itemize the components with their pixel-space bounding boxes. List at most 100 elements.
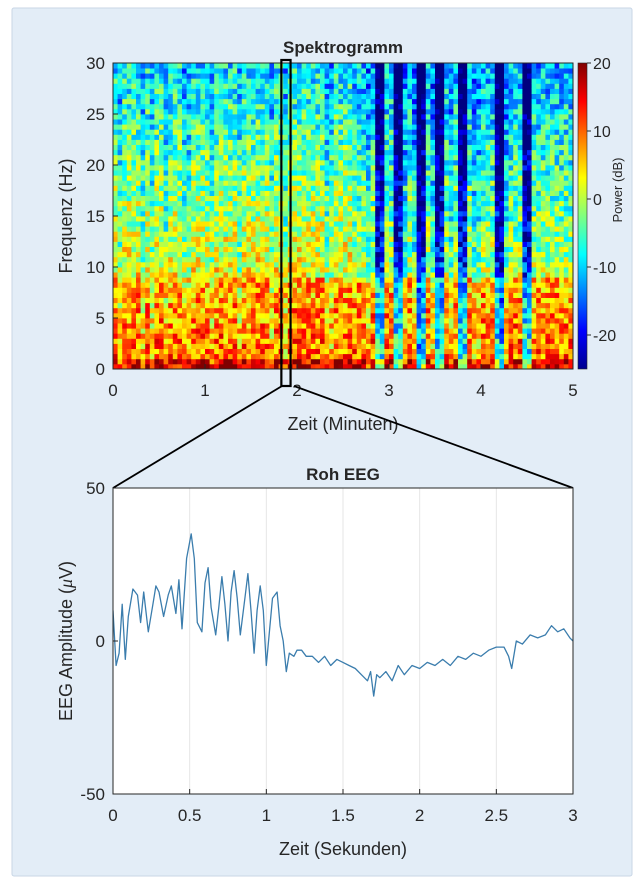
heatmap-cell	[223, 200, 229, 207]
heatmap-cell	[444, 134, 450, 140]
heatmap-cell	[421, 124, 427, 130]
heatmap-cell	[117, 307, 123, 314]
heatmap-cell	[393, 195, 399, 202]
heatmap-cell	[145, 195, 151, 202]
heatmap-cell	[209, 134, 215, 140]
heatmap-cell	[366, 312, 371, 319]
heatmap-cell	[136, 307, 141, 314]
heatmap-cell	[191, 63, 197, 69]
heatmap-cell	[113, 195, 118, 202]
heatmap-cell	[467, 165, 473, 171]
heatmap-cell	[366, 277, 371, 283]
heatmap-cell	[430, 241, 436, 247]
heatmap-cell	[177, 83, 183, 89]
heatmap-cell	[283, 98, 289, 105]
heatmap-cell	[232, 154, 238, 161]
heatmap-cell	[485, 119, 491, 125]
heatmap-cell	[251, 114, 256, 120]
heatmap-cell	[292, 144, 298, 151]
heatmap-cell	[448, 338, 454, 344]
heatmap-cell	[297, 343, 302, 349]
heatmap-cell	[343, 353, 348, 360]
heatmap-cell	[163, 154, 169, 161]
heatmap-cell	[444, 287, 450, 293]
heatmap-cell	[485, 98, 491, 105]
heatmap-cell	[467, 338, 473, 344]
heatmap-cell	[324, 297, 330, 304]
heatmap-cell	[218, 312, 224, 319]
heatmap-cell	[471, 226, 477, 232]
heatmap-cell	[136, 175, 141, 181]
heatmap-cell	[407, 195, 413, 202]
heatmap-cell	[241, 73, 247, 79]
heatmap-cell	[200, 297, 206, 304]
heatmap-cell	[347, 312, 353, 319]
heatmap-cell	[329, 251, 335, 258]
heatmap-cell	[402, 287, 408, 293]
heatmap-cell	[421, 134, 427, 140]
heatmap-cell	[389, 221, 394, 227]
heatmap-cell	[292, 205, 298, 212]
heatmap-cell	[218, 185, 224, 191]
heatmap-cell	[140, 170, 146, 176]
heatmap-cell	[370, 63, 376, 69]
heatmap-cell	[117, 134, 123, 140]
heatmap-cell	[310, 170, 316, 176]
heatmap-cell	[333, 205, 339, 212]
heatmap-cell	[407, 165, 413, 171]
heatmap-cell	[398, 343, 404, 349]
heatmap-cell	[136, 83, 141, 89]
heatmap-cell	[485, 190, 491, 196]
heatmap-cell	[425, 134, 431, 140]
heatmap-cell	[255, 190, 261, 196]
heatmap-cell	[209, 98, 215, 105]
heatmap-cell	[471, 175, 477, 181]
heatmap-cell	[370, 333, 376, 339]
heatmap-cell	[402, 323, 408, 329]
heatmap-cell	[379, 216, 385, 222]
heatmap-cell	[384, 358, 390, 365]
heatmap-cell	[149, 200, 155, 207]
heatmap-cell	[490, 348, 496, 355]
heatmap-cell	[182, 241, 187, 247]
heatmap-cell	[329, 154, 335, 161]
heatmap-cell	[324, 210, 330, 217]
heatmap-cell	[430, 190, 436, 196]
heatmap-cell	[448, 318, 454, 324]
heatmap-cell	[407, 256, 413, 263]
heatmap-cell	[458, 170, 463, 176]
heatmap-cell	[425, 180, 431, 186]
heatmap-cell	[136, 302, 141, 309]
heatmap-cell	[297, 353, 302, 360]
heatmap-cell	[343, 363, 348, 370]
heatmap-cell	[131, 149, 137, 156]
heatmap-cell	[481, 318, 486, 324]
heatmap-cell	[462, 277, 468, 283]
heatmap-cell	[384, 348, 390, 355]
heatmap-cell	[122, 287, 128, 293]
heatmap-cell	[297, 200, 302, 207]
heatmap-cell	[117, 292, 123, 298]
heatmap-cell	[393, 353, 399, 360]
heatmap-cell	[435, 338, 440, 344]
heatmap-cell	[329, 221, 335, 227]
heatmap-cell	[200, 129, 206, 135]
heatmap-cell	[490, 236, 496, 242]
heatmap-cell	[205, 185, 210, 191]
heatmap-cell	[444, 73, 450, 79]
heatmap-cell	[126, 98, 132, 105]
heatmap-cell	[490, 251, 496, 258]
heatmap-cell	[191, 170, 197, 176]
heatmap-cell	[310, 353, 316, 360]
heatmap-cell	[412, 323, 417, 329]
heatmap-cell	[310, 267, 316, 273]
heatmap-cell	[412, 124, 417, 130]
heatmap-cell	[324, 185, 330, 191]
heatmap-cell	[232, 119, 238, 125]
heatmap-cell	[471, 333, 477, 339]
heatmap-cell	[269, 226, 275, 232]
heatmap-cell	[122, 328, 128, 334]
heatmap-cell	[131, 190, 137, 196]
heatmap-cell	[467, 63, 473, 69]
heatmap-cell	[393, 282, 399, 288]
